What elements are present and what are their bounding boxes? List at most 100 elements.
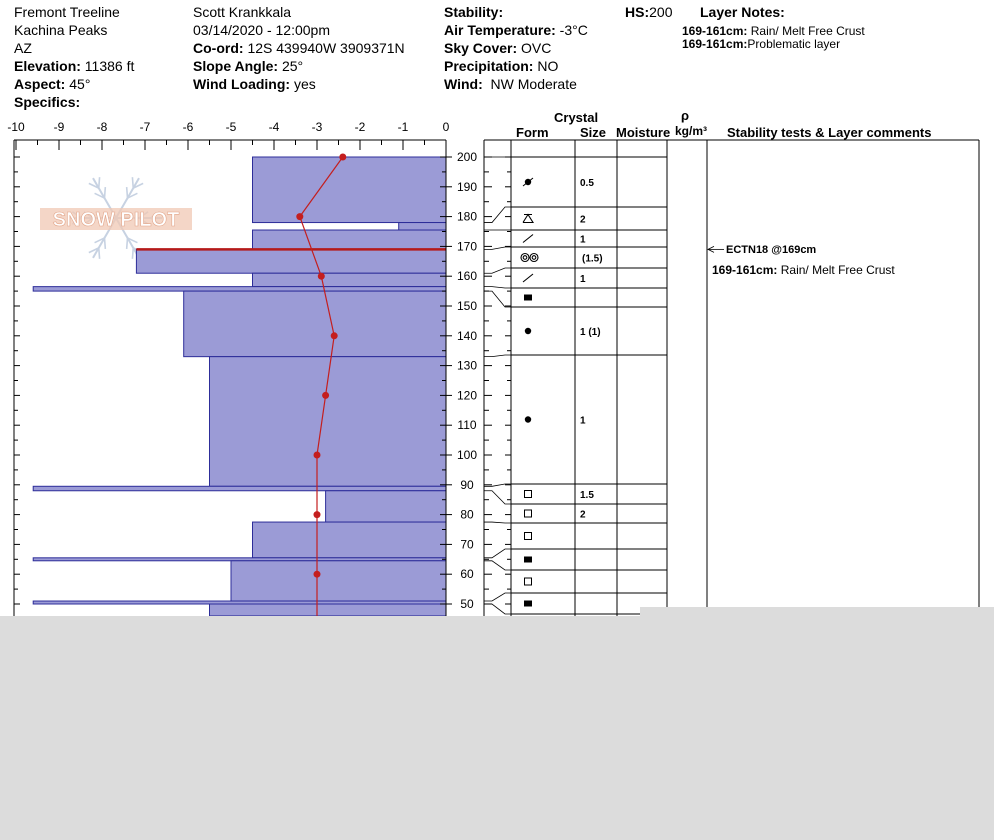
layer-connector <box>484 521 511 524</box>
crystal-size-label: 0.5 <box>580 178 594 189</box>
hs-label: HS: <box>625 4 650 20</box>
hs: HS:200 <box>625 4 672 20</box>
hardness-bar <box>252 229 447 250</box>
ice-layer-icon <box>524 556 532 563</box>
layer-connector <box>484 286 511 289</box>
rho-header: ρ <box>681 108 690 123</box>
wind: Wind: NW Moderate <box>444 76 577 92</box>
air-temp: Air Temperature: -3°C <box>444 22 588 38</box>
crystal-size-label: 2 <box>580 510 586 521</box>
temperature-point <box>322 391 330 399</box>
temperature-point <box>313 511 321 519</box>
hardness-bar <box>398 222 447 231</box>
slope-value: 25° <box>281 58 304 74</box>
aspect: Aspect: 45° <box>14 76 90 92</box>
layer-note-range: 169-161cm: <box>682 37 748 51</box>
faceted-icon <box>524 490 532 498</box>
snow-profile-chart: SNOW PILOT-10 -9 -8 -7 -6 -5 -4 -3 -2 -1 020019018… <box>7 120 980 616</box>
melt-cluster-inner <box>522 255 528 260</box>
height-tick-label: 150 <box>457 299 477 313</box>
precip-label: Precipitation: <box>444 58 534 74</box>
temperature-point <box>317 272 325 280</box>
height-tick-label: 120 <box>457 388 477 402</box>
height-tick-label: 160 <box>457 269 477 283</box>
sky-cover: Sky Cover: OVC <box>444 40 551 56</box>
temp-tick-label: -10 <box>7 120 25 134</box>
crystal-header: Crystal <box>554 110 599 125</box>
ice-layer-icon <box>524 294 532 301</box>
coord: Co-ord: 12S 439940W 3909371N <box>193 40 405 56</box>
hardness-bar <box>230 560 447 602</box>
stability-test-label: ECTN18 @169cm <box>726 244 817 256</box>
layer-connector <box>484 354 511 358</box>
crystal-form-surface-hoar-faceted <box>522 213 534 224</box>
layer-note-range: 169-161cm: <box>682 24 748 38</box>
layer-connector <box>484 290 511 308</box>
state: AZ <box>14 40 32 56</box>
temperature-point <box>313 451 321 459</box>
hardness-bars <box>32 156 447 616</box>
moisture-header: Moisture <box>616 125 671 140</box>
logo-flake-branch <box>94 237 105 244</box>
elevation-label: Elevation: <box>14 58 81 74</box>
crystal-size-label: 1.5 <box>580 490 594 501</box>
round-grain-icon <box>524 327 532 335</box>
layer-notes-title: Layer Notes: <box>700 4 785 20</box>
layer-note: 169-161cm:Problematic layer <box>682 37 840 51</box>
crystal-form-round <box>524 416 532 423</box>
temp-tick-label: -4 <box>269 120 280 134</box>
layer-comment: 169-161cm: Rain/ Melt Free Crust <box>712 263 895 277</box>
layer-note-text: Rain/ Melt Free Crust <box>750 24 865 38</box>
crystal-form-melt-clusters <box>520 252 539 263</box>
crystal-size-label: 1 <box>580 235 586 246</box>
crystal-form-round <box>524 327 532 335</box>
hardness-bar <box>252 156 447 224</box>
height-tick-label: 50 <box>460 597 474 611</box>
layer-connector <box>484 490 511 505</box>
coord-label: Co-ord: <box>193 40 244 56</box>
location: Fremont Treeline <box>14 4 120 20</box>
precip-value: NO <box>537 58 559 74</box>
density-unit: kg/m³ <box>675 124 708 138</box>
logo-flake-branch <box>97 177 101 189</box>
temp-tick-label: -5 <box>226 120 237 134</box>
slope: Slope Angle: 25° <box>193 58 303 74</box>
cutoff-area <box>640 607 994 619</box>
crystal-size-label: 1 <box>580 416 586 427</box>
observer: Scott Krankkala <box>193 4 292 20</box>
melt-freeze-slash <box>522 177 534 187</box>
height-tick-label: 170 <box>457 239 477 253</box>
height-tick-label: 90 <box>460 478 474 492</box>
temp-tick-label: -6 <box>183 120 194 134</box>
logo-flake-branch <box>94 192 105 199</box>
height-tick-label: 100 <box>457 448 477 462</box>
layer-connector <box>484 548 511 559</box>
stability-label: Stability: <box>444 4 504 20</box>
aspect-label: Aspect: <box>14 76 66 92</box>
height-tick-label: 200 <box>457 150 477 164</box>
logo-flake-branch <box>88 247 100 254</box>
layer-note: 169-161cm: Rain/ Melt Free Crust <box>682 24 865 38</box>
faceted-icon <box>524 509 532 518</box>
layer-connector <box>484 483 511 487</box>
logo-flake-branch <box>103 237 107 249</box>
crystal-form-faceted <box>524 577 532 586</box>
stability-header: Stability tests & Layer comments <box>727 125 932 140</box>
layer-connector <box>484 560 511 571</box>
height-tick-label: 140 <box>457 329 477 343</box>
crystal-form-ice-layer <box>524 600 532 607</box>
logo-text: SNOW PILOT <box>53 209 180 231</box>
snowpilot-logo: SNOW PILOT <box>40 177 192 259</box>
air-temp-label: Air Temperature: <box>444 22 556 38</box>
logo-banner <box>40 208 192 230</box>
size-header: Size <box>580 125 607 140</box>
wind-loading-value: yes <box>293 76 316 92</box>
temp-tick-label: 0 <box>443 120 450 134</box>
layer-note-text: Problematic layer <box>747 37 841 51</box>
aspect-value: 45° <box>69 76 91 92</box>
hardness-bar <box>252 521 447 559</box>
layer-connector <box>484 592 511 602</box>
crystal-size-label: 1 <box>580 274 586 285</box>
logo-flake-branch <box>127 237 138 244</box>
logo-flake-branch <box>131 177 135 189</box>
